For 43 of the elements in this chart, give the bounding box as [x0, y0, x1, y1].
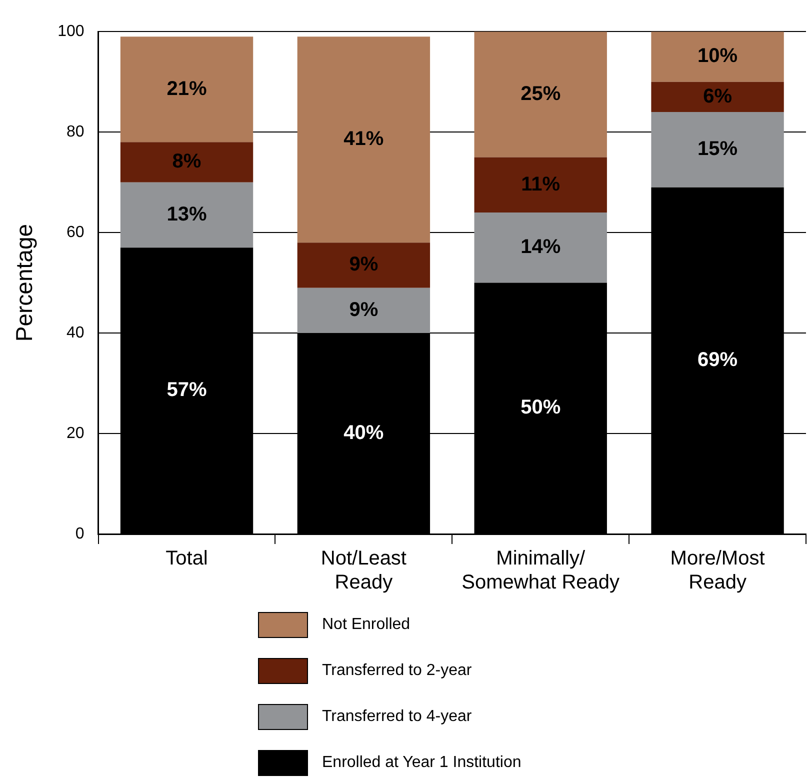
bar	[474, 157, 607, 212]
data-label: 15%	[698, 138, 738, 160]
data-label: 57%	[166, 379, 207, 402]
data-label: 9%	[349, 254, 378, 276]
legend-label: Not Enrolled	[322, 616, 410, 634]
y-axis-title: Percentage	[11, 224, 38, 342]
data-label: 41%	[344, 128, 384, 150]
bar	[651, 82, 784, 112]
bar	[297, 242, 430, 288]
legend-label: Transferred to 4-year	[322, 708, 472, 726]
x-tick-label: Minimally/ Somewhat Ready	[462, 548, 620, 594]
data-label: 14%	[520, 236, 561, 258]
data-label: 50%	[520, 396, 561, 419]
bar	[297, 36, 430, 243]
data-label: 40%	[344, 422, 384, 444]
bar	[297, 288, 430, 334]
data-label: 11%	[521, 173, 560, 196]
x-tick-label: Not/Least Ready	[320, 548, 407, 594]
bar	[651, 32, 784, 82]
bar	[120, 36, 254, 142]
legend-label: Transferred to 2-year	[322, 662, 472, 680]
bar	[474, 32, 607, 158]
data-label: 69%	[698, 348, 738, 371]
y-tick-label: 80	[66, 123, 84, 140]
data-label: 6%	[703, 85, 732, 108]
x-tick-label: Total	[166, 548, 208, 570]
bar	[651, 112, 784, 188]
y-tick-label: 40	[66, 324, 84, 342]
data-label: 25%	[520, 82, 561, 105]
y-tick-label: 60	[66, 224, 84, 241]
bar	[474, 212, 607, 283]
y-tick-label: 20	[66, 424, 84, 442]
data-label: 10%	[698, 45, 738, 68]
data-label: 21%	[166, 78, 207, 100]
x-tick-label: More/Most Ready	[670, 548, 766, 594]
data-label: 13%	[166, 203, 207, 226]
data-label: 9%	[349, 298, 378, 321]
y-tick-label: 100	[58, 23, 84, 40]
bar	[120, 182, 254, 248]
bar	[120, 142, 254, 182]
data-label: 8%	[172, 150, 202, 173]
y-tick-label: 0	[75, 525, 84, 542]
legend-label: Enrolled at Year 1 Institution	[322, 754, 522, 772]
